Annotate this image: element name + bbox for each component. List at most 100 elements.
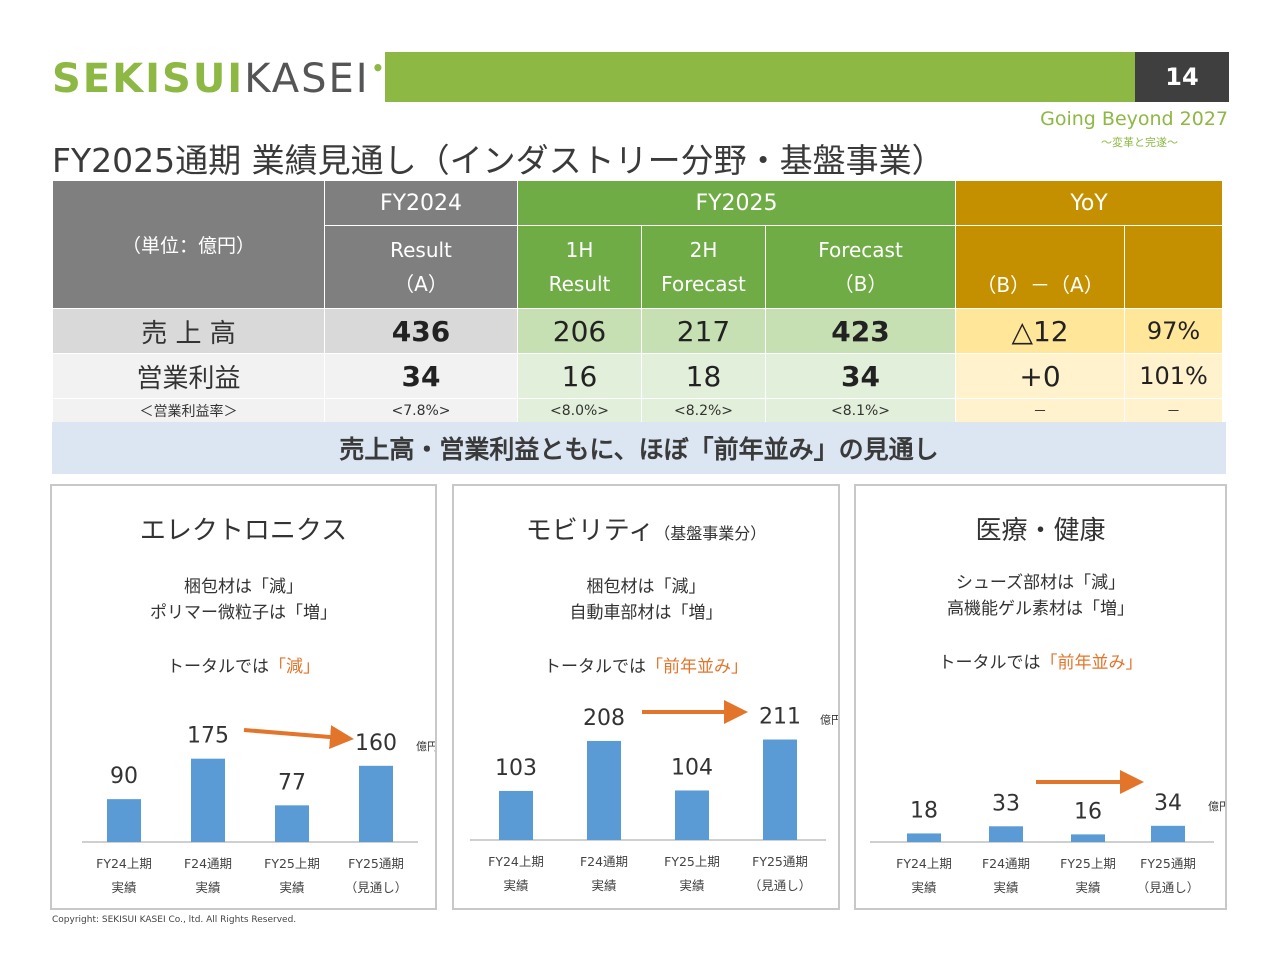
unit-label: （単位：億円） [52,180,325,309]
bar-1 [499,790,533,840]
data-label-3: 104 [671,755,713,780]
h2-label: 2H [689,238,718,262]
category-sublabel-1: 実績 [111,880,136,895]
bar-4 [1151,825,1185,842]
sales-2h: 217 [641,308,766,354]
trend-arrow-icon [243,725,354,749]
op-diff: +0 [955,353,1126,399]
panel-total: トータルでは「前年並み」 [454,652,838,677]
panel-line2: 高機能ゲル素材は「増」 [947,599,1134,619]
panel-line1: 梱包材は「減」 [586,577,706,597]
panel-title: エレクトロニクス [52,510,435,547]
pct-header [1124,225,1224,309]
margin-label: ＜営業利益率＞ [52,398,325,424]
unit-label: 億円 [1208,800,1225,813]
bar-4 [359,765,393,842]
forecast-label: Forecast [818,238,903,262]
category-label-1: FY24上期 [96,856,152,871]
bar-1 [907,833,941,842]
panel-line2: ポリマー微粒子は「増」 [150,603,337,623]
data-label-1: 90 [110,764,138,789]
fy2025-header: FY2025 [516,180,957,226]
diff-header: （B）－（A） [955,225,1126,309]
sales-fy24: 436 [324,308,518,354]
category-label-2: F24通期 [184,856,232,871]
category-label-1: FY24上期 [896,856,952,871]
logo-dot: • [371,56,387,80]
category-sublabel-2: 実績 [591,878,616,893]
bar-3 [275,805,309,842]
data-label-4: 211 [759,705,801,730]
sales-1h: 206 [517,308,642,354]
forecast-header: Forecast （B） [764,225,957,309]
category-label-2: F24通期 [982,856,1030,871]
sales-label: 売 上 高 [52,308,325,354]
op-pct: 101% [1124,353,1224,399]
category-label-4: FY25通期 [1140,856,1196,871]
header-green-bar [385,52,1135,102]
panel-title: モビリティ（基盤事業分） [454,510,838,547]
margin-diff: － [955,398,1126,424]
h1-result-label: Result [548,272,611,296]
category-label-4: FY25通期 [752,854,808,869]
panel-title: 医療・健康 [856,510,1225,547]
category-label-3: FY25上期 [664,854,720,869]
summary-banner: 売上高・営業利益ともに、ほぼ「前年並み」の見通し [52,422,1226,474]
h1-label: 1H [565,238,594,262]
page-number: 14 [1135,52,1229,102]
logo-bold-text: SEKISUI [52,56,245,102]
panel-medical: 医療・健康 シューズ部材は「減」 高機能ゲル素材は「増」 トータルでは「前年並み… [854,484,1227,910]
fy2024-header: FY2024 [324,180,518,226]
panel-total: トータルでは「減」 [52,652,435,677]
op-label: 営業利益 [52,353,325,399]
yoy-header: YoY [955,180,1224,226]
total-value: 「減」 [269,657,320,677]
page-title: FY2025通期 業績見通し（インダストリー分野・基盤事業） [52,141,945,180]
copyright: Copyright: SEKISUI KASEI Co., ltd. All R… [52,915,297,925]
category-sublabel-1: 実績 [911,880,936,895]
sales-forecast: 423 [764,308,957,354]
total-value: 「前年並み」 [1040,653,1143,673]
panel-title-text: 医療・健康 [975,516,1106,546]
margin-pct: － [1124,398,1224,424]
bar-3 [1071,834,1105,842]
margin-fy24: <7.8%> [324,398,518,424]
panel-title-text: モビリティ [525,516,655,546]
category-label-4: FY25通期 [348,856,404,871]
panel-line1: シューズ部材は「減」 [955,573,1126,593]
category-label-2: F24通期 [580,854,628,869]
fy2024-subheader: Result （A） [324,225,518,309]
data-label-3: 77 [278,770,306,795]
category-sublabel-4: （見通し） [345,880,408,895]
op-fy24: 34 [324,353,518,399]
bar-2 [191,758,225,842]
data-label-2: 175 [187,724,229,749]
bar-4 [763,739,797,840]
bar-3 [675,790,709,840]
category-sublabel-4: （見通し） [749,878,812,893]
total-value: 「前年並み」 [646,657,748,677]
category-sublabel-4: （見通し） [1137,880,1200,895]
op-1h: 16 [517,353,642,399]
fy2024-result-label: Result [390,238,452,262]
category-label-1: FY24上期 [488,854,544,869]
panel-electronics: エレクトロニクス 梱包材は「減」 ポリマー微粒子は「増」 トータルでは「減」 9… [50,484,437,910]
panel-mobility: モビリティ（基盤事業分） 梱包材は「減」 自動車部材は「増」 トータルでは「前年… [452,484,840,910]
data-label-2: 208 [583,706,625,731]
h2-forecast-label: Forecast [661,272,746,296]
category-label-3: FY25上期 [264,856,320,871]
category-sublabel-3: 実績 [279,880,304,895]
results-table: （単位：億円） FY2024 FY2025 YoY Result （A） 1H Re… [52,180,1224,424]
bar-2 [989,826,1023,842]
data-label-2: 33 [992,791,1020,816]
category-sublabel-2: 実績 [993,880,1018,895]
margin-1h: <8.0%> [517,398,642,424]
tagline: Going Beyond 2027 [1040,108,1228,130]
op-forecast: 34 [764,353,957,399]
sales-diff: △12 [955,308,1126,354]
data-label-4: 160 [355,731,397,756]
forecast-b-label: （B） [833,272,888,296]
bar-2 [587,740,621,840]
